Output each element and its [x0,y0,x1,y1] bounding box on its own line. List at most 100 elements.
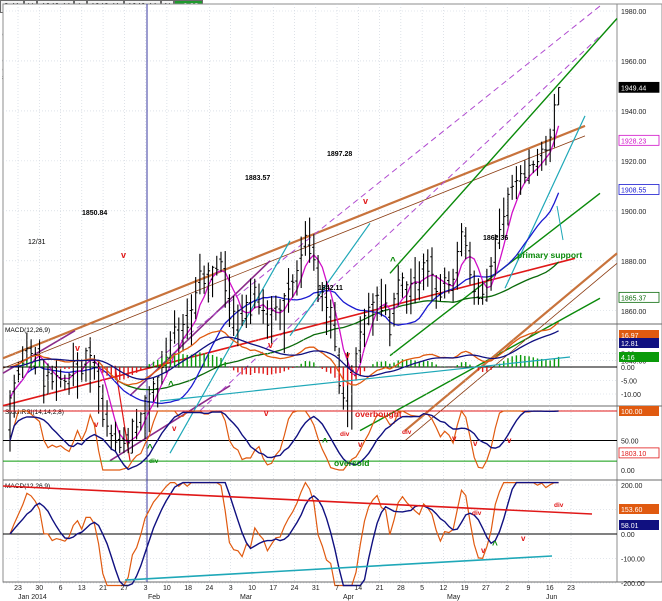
ohlc-bar [459,223,464,257]
ohlc-bar [8,390,12,452]
stoch-oversold-label: oversold [334,458,369,468]
ohlc-bar [46,363,50,395]
annotation-buy-mark: ^ [390,256,396,267]
x-tick-label: 21 [99,585,107,592]
ohlc-bar [214,255,219,276]
stoch-buy-mark: ^ [147,443,153,454]
ohlc-bar [544,135,548,166]
ohlc-bar [231,296,236,336]
ohlc-bar [362,308,367,347]
price-tick-label: 1840.00 [621,359,646,366]
macd2-tick-label: -200.00 [621,581,645,588]
stoch-sell-mark: v [358,440,363,449]
stoch-sell-mark: v [452,434,457,443]
x-tick-label: 28 [397,585,405,592]
dashed-channel-upper [149,5,601,367]
annotation-price-label: 1842.11 [318,285,343,292]
x-tick-label: 19 [461,585,469,592]
ohlc-bar [50,365,54,390]
macd-sell-mark: v [75,343,80,353]
price-value-tag-label: 1908.55 [621,187,646,194]
x-tick-label: 10 [163,585,171,592]
cyan-trend-line-3 [504,115,586,289]
ohlc-bar [210,265,215,298]
stoch-sell-mark: v [264,409,269,418]
macd2-tick-label: 200.00 [621,483,643,490]
ohlc-bar [312,234,316,271]
x-tick-label: 21 [376,585,384,592]
price-tick-label: 1920.00 [621,159,646,166]
ohlc-bar [67,372,71,395]
price-value-tag [618,81,660,93]
ohlc-bar [489,257,493,291]
green-channel-upper [389,18,618,274]
x-month-label: Mar [240,594,253,601]
ohlc-bar [105,400,109,437]
lower-wedge-line [404,252,618,432]
ohlc-bar [290,274,295,298]
ohlc-bar [514,166,519,200]
ohlc-bar [552,93,557,148]
macd2-div-label: div [554,502,564,509]
price-value-tag [618,134,660,146]
macd-line [9,321,560,386]
ohlc-bar [455,241,460,290]
ohlc-bar [219,251,223,272]
stoch-d-line [9,410,559,471]
macd-sell-mark: v [268,340,273,350]
ohlc-bar [143,395,147,439]
x-tick-label: 16 [546,585,554,592]
ohlc-bar [109,424,114,451]
x-tick-label: 31 [312,585,320,592]
macd2-value-tag-label: 153.60 [621,507,643,514]
ohlc-bar [227,274,232,327]
ohlc-bar [556,86,561,106]
x-tick-label: 5 [420,585,424,592]
x-tick-label: 2 [505,585,509,592]
x-month-label: Apr [343,594,355,601]
price-value-tag [618,291,660,303]
ohlc-bar [480,281,485,305]
macd2-buy-mark: ^ [492,540,498,551]
x-tick-label: 12 [440,585,448,592]
upper-wedge-inner-line [2,135,586,369]
ohlc-bar [316,255,320,303]
macd-value-tag [619,338,659,348]
ohlc-bar [25,332,29,365]
x-tick-label: 24 [206,585,214,592]
ohlc-bar [501,197,506,238]
x-tick-label: 27 [120,585,128,592]
ohlc-bar [383,284,388,316]
x-month-label: May [447,594,461,601]
ohlc-bar [282,293,287,354]
ohlc-bar [328,299,333,339]
ohlc-bar [523,160,527,184]
stoch-pane-title: StochRSI(14,14,2,8) [5,409,64,416]
ohlc-bar [299,236,303,289]
ohlc-bar [421,253,426,291]
stoch-sell-mark: v [94,420,99,429]
ohlc-bar [278,299,282,331]
ohlc-bar [527,149,531,184]
ohlc-bar [510,174,514,200]
ohlc-bar [303,221,308,256]
red-drop-line [114,365,131,461]
ohlc-bar [324,281,329,335]
macd-value-tag-label: 12.81 [621,341,639,348]
x-tick-label: 23 [567,585,575,592]
ohlc-bar [113,421,118,453]
ohlc-bar [130,418,135,454]
macd2-line [9,481,559,587]
x-tick-label: 7 [335,585,339,592]
x-month-label: Jun [546,594,557,601]
annotation-sell-mark: v [121,250,126,260]
ohlc-bar [539,141,544,171]
stoch-div-label: div [149,458,159,465]
upper-wedge-line [2,124,586,360]
x-tick-label: 23 [14,585,22,592]
x-tick-label: 30 [35,585,43,592]
ohlc-bar [497,208,502,250]
ohlc-bar [151,377,156,402]
